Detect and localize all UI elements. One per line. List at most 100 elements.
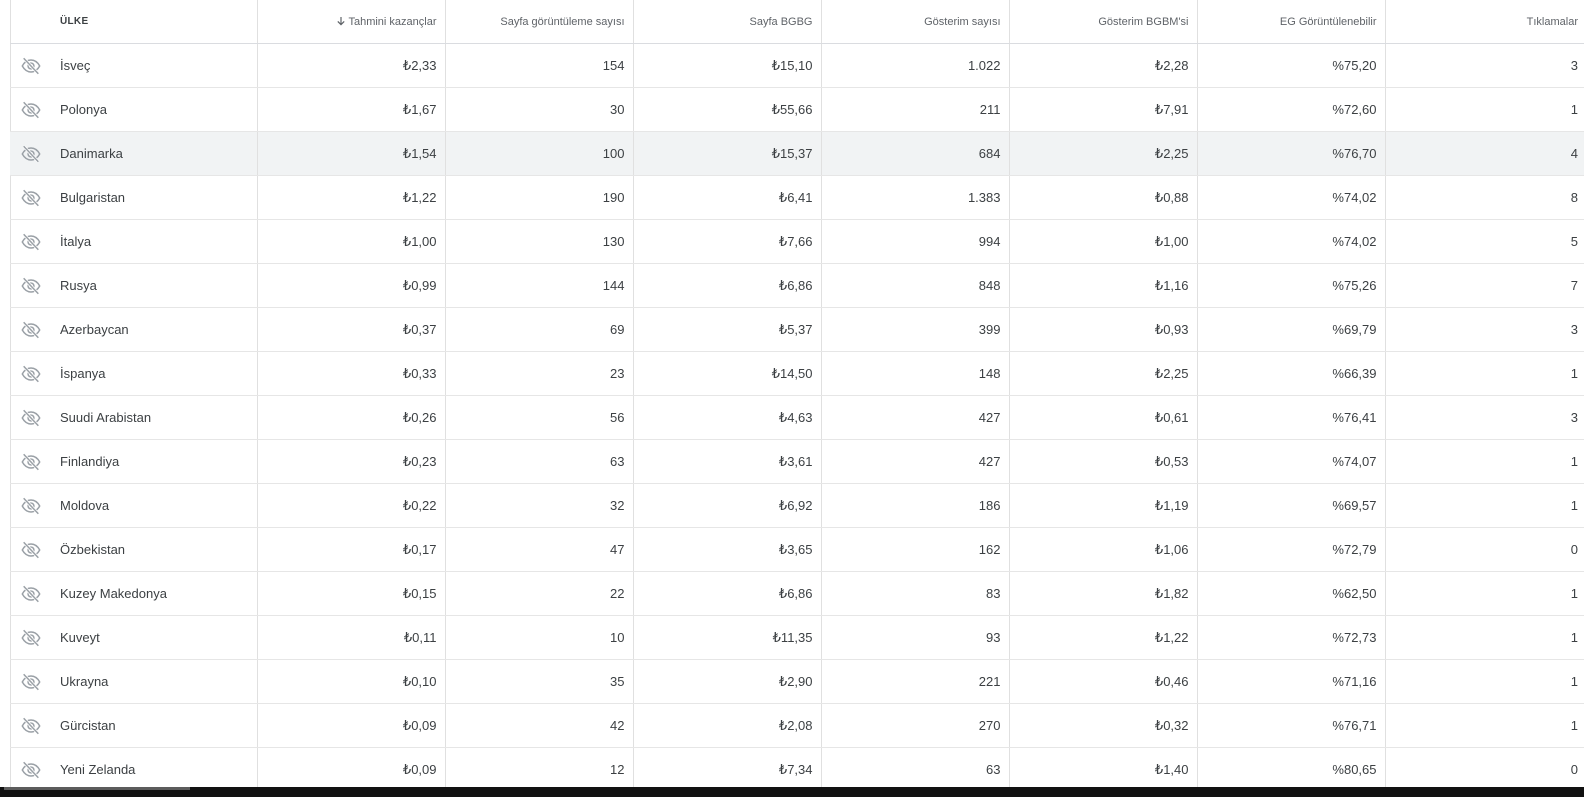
row-visibility-toggle[interactable]	[10, 131, 52, 176]
country-report-table: ÜLKE Tahmini kazançlar Sayfa görüntüleme…	[10, 0, 1584, 792]
cell-country: İspanya	[52, 351, 258, 396]
table-row[interactable]: İsveç ₺2,33 154 ₺15,10 1.022 ₺2,28 %75,20 3	[10, 43, 1584, 88]
cell-page-views: 12	[445, 747, 634, 792]
row-visibility-toggle[interactable]	[10, 219, 52, 264]
table-row[interactable]: İtalya ₺1,00 130 ₺7,66 994 ₺1,00 %74,02 5	[10, 219, 1584, 264]
cell-viewable: %62,50	[1197, 571, 1386, 616]
cell-impressions: 270	[821, 703, 1010, 748]
row-visibility-toggle[interactable]	[10, 659, 52, 704]
header-impressions[interactable]: Gösterim sayısı	[821, 0, 1010, 44]
header-impression-rpm[interactable]: Gösterim BGBM'si	[1009, 0, 1198, 44]
eye-off-icon[interactable]	[20, 759, 42, 781]
eye-off-icon[interactable]	[20, 539, 42, 561]
table-row[interactable]: Gürcistan ₺0,09 42 ₺2,08 270 ₺0,32 %76,71 1	[10, 703, 1584, 748]
cell-country: Azerbaycan	[52, 307, 258, 352]
eye-off-icon[interactable]	[20, 671, 42, 693]
cell-page-views: 190	[445, 175, 634, 220]
row-visibility-toggle[interactable]	[10, 703, 52, 748]
cell-estimated-earnings: ₺0,26	[257, 395, 446, 440]
cell-viewable: %72,60	[1197, 87, 1386, 132]
cell-country: Finlandiya	[52, 439, 258, 484]
table-row[interactable]: İspanya ₺0,33 23 ₺14,50 148 ₺2,25 %66,39 1	[10, 351, 1584, 396]
cell-impression-rpm: ₺0,88	[1009, 175, 1198, 220]
row-visibility-toggle[interactable]	[10, 395, 52, 440]
table-row[interactable]: Polonya ₺1,67 30 ₺55,66 211 ₺7,91 %72,60 1	[10, 87, 1584, 132]
eye-off-icon[interactable]	[20, 715, 42, 737]
row-visibility-toggle[interactable]	[10, 307, 52, 352]
cell-impressions: 93	[821, 615, 1010, 660]
eye-off-icon[interactable]	[20, 275, 42, 297]
cell-impression-rpm: ₺0,32	[1009, 703, 1198, 748]
cell-estimated-earnings: ₺0,11	[257, 615, 446, 660]
cell-country: Moldova	[52, 483, 258, 528]
row-visibility-toggle[interactable]	[10, 615, 52, 660]
table-row[interactable]: Azerbaycan ₺0,37 69 ₺5,37 399 ₺0,93 %69,79 3	[10, 307, 1584, 352]
header-page-views[interactable]: Sayfa görüntüleme sayısı	[445, 0, 634, 44]
eye-off-icon[interactable]	[20, 99, 42, 121]
cell-clicks: 8	[1385, 175, 1584, 220]
row-visibility-toggle[interactable]	[10, 439, 52, 484]
cell-viewable: %76,71	[1197, 703, 1386, 748]
cell-estimated-earnings: ₺0,17	[257, 527, 446, 572]
table-row[interactable]: Özbekistan ₺0,17 47 ₺3,65 162 ₺1,06 %72,79 0	[10, 527, 1584, 572]
eye-off-icon[interactable]	[20, 143, 42, 165]
table-row[interactable]: Suudi Arabistan ₺0,26 56 ₺4,63 427 ₺0,61 %76,4…	[10, 395, 1584, 440]
cell-estimated-earnings: ₺0,15	[257, 571, 446, 616]
table-row[interactable]: Bulgaristan ₺1,22 190 ₺6,41 1.383 ₺0,88 %74,02…	[10, 175, 1584, 220]
scrollbar-thumb[interactable]	[4, 787, 190, 790]
header-country[interactable]: ÜLKE	[52, 0, 258, 44]
header-toggle-cell	[10, 0, 52, 44]
eye-off-icon[interactable]	[20, 187, 42, 209]
row-visibility-toggle[interactable]	[10, 175, 52, 220]
eye-off-icon[interactable]	[20, 583, 42, 605]
cell-page-views: 23	[445, 351, 634, 396]
eye-off-icon[interactable]	[20, 627, 42, 649]
row-visibility-toggle[interactable]	[10, 571, 52, 616]
cell-impression-rpm: ₺0,46	[1009, 659, 1198, 704]
row-visibility-toggle[interactable]	[10, 527, 52, 572]
eye-off-icon[interactable]	[20, 231, 42, 253]
cell-page-views: 47	[445, 527, 634, 572]
cell-clicks: 4	[1385, 131, 1584, 176]
row-visibility-toggle[interactable]	[10, 43, 52, 88]
row-visibility-toggle[interactable]	[10, 263, 52, 308]
table-row[interactable]: Moldova ₺0,22 32 ₺6,92 186 ₺1,19 %69,57 1	[10, 483, 1584, 528]
table-row[interactable]: Danimarka ₺1,54 100 ₺15,37 684 ₺2,25 %76,70 4	[10, 131, 1584, 176]
cell-impression-rpm: ₺1,40	[1009, 747, 1198, 792]
eye-off-icon[interactable]	[20, 319, 42, 341]
eye-off-icon[interactable]	[20, 407, 42, 429]
table-row[interactable]: Yeni Zelanda ₺0,09 12 ₺7,34 63 ₺1,40 %80,65 0	[10, 747, 1584, 792]
cell-page-views: 63	[445, 439, 634, 484]
cell-viewable: %76,41	[1197, 395, 1386, 440]
row-visibility-toggle[interactable]	[10, 747, 52, 792]
horizontal-scrollbar[interactable]	[0, 787, 1584, 797]
cell-clicks: 1	[1385, 615, 1584, 660]
table-row[interactable]: Kuveyt ₺0,11 10 ₺11,35 93 ₺1,22 %72,73 1	[10, 615, 1584, 660]
cell-impression-rpm: ₺1,06	[1009, 527, 1198, 572]
cell-viewable: %74,02	[1197, 219, 1386, 264]
header-clicks[interactable]: Tıklamalar	[1385, 0, 1584, 44]
table-row[interactable]: Ukrayna ₺0,10 35 ₺2,90 221 ₺0,46 %71,16 1	[10, 659, 1584, 704]
eye-off-icon[interactable]	[20, 363, 42, 385]
cell-impression-rpm: ₺1,22	[1009, 615, 1198, 660]
row-visibility-toggle[interactable]	[10, 351, 52, 396]
table-row[interactable]: Finlandiya ₺0,23 63 ₺3,61 427 ₺0,53 %74,07 1	[10, 439, 1584, 484]
cell-page-rpm: ₺15,10	[633, 43, 822, 88]
table-row[interactable]: Rusya ₺0,99 144 ₺6,86 848 ₺1,16 %75,26 7	[10, 263, 1584, 308]
eye-off-icon[interactable]	[20, 495, 42, 517]
cell-impressions: 162	[821, 527, 1010, 572]
eye-off-icon[interactable]	[20, 451, 42, 473]
cell-page-views: 130	[445, 219, 634, 264]
table-header-row: ÜLKE Tahmini kazançlar Sayfa görüntüleme…	[10, 0, 1584, 44]
eye-off-icon[interactable]	[20, 55, 42, 77]
row-visibility-toggle[interactable]	[10, 87, 52, 132]
row-visibility-toggle[interactable]	[10, 483, 52, 528]
cell-impression-rpm: ₺2,28	[1009, 43, 1198, 88]
header-active-view-viewable[interactable]: EG Görüntülenebilir	[1197, 0, 1386, 44]
header-page-rpm[interactable]: Sayfa BGBG	[633, 0, 822, 44]
cell-country: Rusya	[52, 263, 258, 308]
cell-estimated-earnings: ₺0,09	[257, 747, 446, 792]
table-row[interactable]: Kuzey Makedonya ₺0,15 22 ₺6,86 83 ₺1,82 %62,50…	[10, 571, 1584, 616]
cell-clicks: 1	[1385, 351, 1584, 396]
header-estimated-earnings[interactable]: Tahmini kazançlar	[257, 0, 446, 44]
